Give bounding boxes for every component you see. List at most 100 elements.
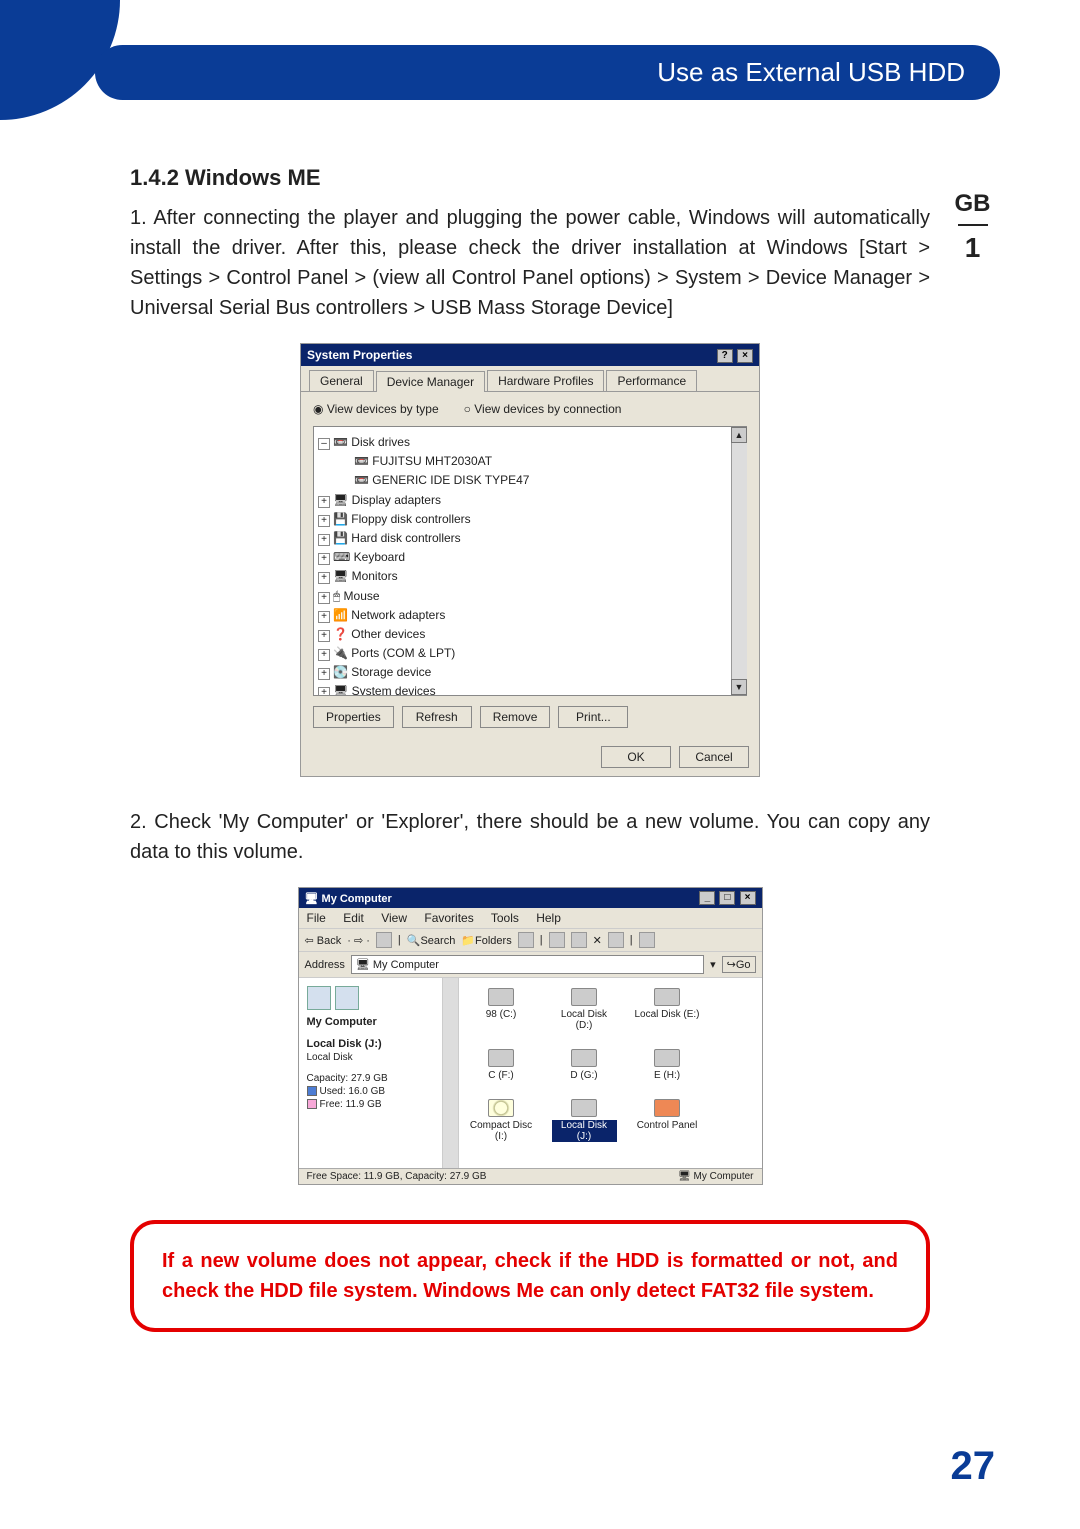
tab-hardware-profiles[interactable]: Hardware Profiles [487,370,604,391]
address-input[interactable]: 🖥 My Computer [351,955,704,974]
sel-drive: Local Disk (J:) [307,1038,450,1050]
page-number: 27 [951,1444,996,1489]
header-title: Use as External USB HDD [657,57,965,88]
tree-disk-drives[interactable]: Disk drives [351,435,410,449]
menu-tools[interactable]: Tools [491,911,519,925]
drive-j-selected[interactable]: Local Disk (J:) [552,1099,617,1142]
toolbar: ⇦ Back · ⇨ · | 🔍Search 📁Folders | ✕ | [299,928,762,952]
drive-e[interactable]: Local Disk (E:) [635,988,700,1031]
undo-icon[interactable] [608,932,624,948]
alert-box: If a new volume does not appear, check i… [130,1220,930,1332]
copy-icon[interactable] [571,932,587,948]
sel-capacity: Capacity: 27.9 GB [307,1073,450,1084]
drive-d[interactable]: Local Disk (D:) [552,988,617,1031]
tree-other[interactable]: Other devices [351,627,425,641]
folders-button[interactable]: 📁Folders [461,934,511,947]
address-label: Address [305,959,345,971]
up-icon[interactable] [376,932,392,948]
tabs: General Device Manager Hardware Profiles… [301,366,759,392]
refresh-button[interactable]: Refresh [402,706,472,728]
help-icon[interactable]: ? [717,349,733,363]
dialog-titlebar: System Properties ? × [301,344,759,366]
page: Use as External USB HDD GB 1 1.4.2 Windo… [0,0,1080,1529]
menu-file[interactable]: File [307,911,326,925]
move-icon[interactable] [549,932,565,948]
sel-used: Used: 16.0 GB [307,1086,450,1097]
menu-view[interactable]: View [381,911,407,925]
mycomp-drives: 98 (C:) Local Disk (D:) Local Disk (E:) … [459,978,762,1168]
ok-button[interactable]: OK [601,746,671,768]
radio-by-type-label: View devices by type [327,402,439,416]
minimize-icon[interactable]: _ [699,891,715,905]
drive-c[interactable]: 98 (C:) [469,988,534,1031]
status-right: 🖥 My Computer [678,1171,754,1182]
tree-button-row: Properties Refresh Remove Print... [313,706,747,728]
side-tab: GB 1 [945,190,1000,264]
tree-storage[interactable]: Storage device [351,665,431,679]
tree-monitors[interactable]: Monitors [352,569,398,583]
remove-button[interactable]: Remove [480,706,551,728]
tree-mouse[interactable]: Mouse [344,589,380,603]
tab-device-manager[interactable]: Device Manager [376,371,485,392]
mycomp-body: My Computer Local Disk (J:) Local Disk C… [299,978,762,1168]
section-title: 1.4.2 Windows ME [130,165,930,191]
radio-by-connection[interactable]: ○ View devices by connection [464,402,622,416]
radio-row: ◉ View devices by type ○ View devices by… [313,402,747,416]
tree-generic[interactable]: GENERIC IDE DISK TYPE47 [372,473,529,487]
back-button[interactable]: ⇦ Back [305,934,342,947]
alert-text: If a new volume does not appear, check i… [162,1246,898,1306]
tree-system[interactable]: System devices [352,684,436,696]
step-1-text: 1. After connecting the player and plugg… [130,203,930,323]
dialog-ok-row: OK Cancel [301,738,759,776]
radio-by-connection-label: View devices by connection [474,402,621,416]
menu-favorites[interactable]: Favorites [424,911,473,925]
tree-hdd[interactable]: Hard disk controllers [351,531,460,545]
scroll-up-icon[interactable]: ▲ [731,427,747,443]
tree-ports[interactable]: Ports (COM & LPT) [351,646,455,660]
device-tree[interactable]: –📼 Disk drives 📼 FUJITSU MHT2030AT 📼 GEN… [313,426,747,696]
menu-bar: File Edit View Favorites Tools Help [299,908,762,928]
tab-general[interactable]: General [309,370,374,391]
control-panel-icon[interactable]: Control Panel [635,1099,700,1142]
close-icon[interactable]: × [740,891,756,905]
tab-performance[interactable]: Performance [606,370,697,391]
left-scrollbar[interactable] [442,978,458,1168]
address-dropdown-icon[interactable]: ▾ [710,958,716,971]
side-lang: GB [945,190,1000,218]
search-button[interactable]: 🔍Search [407,934,456,947]
mycomp-left-title: My Computer [307,1016,450,1028]
mycomp-tb-buttons: _ □ × [698,891,755,905]
history-icon[interactable] [518,932,534,948]
header-bar: Use as External USB HDD [95,45,1000,100]
side-chapter: 1 [945,232,1000,264]
tree-fujitsu[interactable]: FUJITSU MHT2030AT [372,454,492,468]
scroll-down-icon[interactable]: ▼ [731,679,747,695]
titlebar-buttons: ? × [716,347,753,363]
drive-cd[interactable]: Compact Disc (I:) [469,1099,534,1142]
views-icon[interactable] [639,932,655,948]
properties-button[interactable]: Properties [313,706,394,728]
step-2-text: 2. Check 'My Computer' or 'Explorer', th… [130,807,930,867]
menu-edit[interactable]: Edit [343,911,364,925]
my-computer-window: 🖥 My Computer _ □ × File Edit View Favor… [298,887,763,1185]
drive-f[interactable]: C (F:) [469,1049,534,1081]
tree-floppy[interactable]: Floppy disk controllers [351,512,470,526]
mycomp-big-icon [307,986,450,1010]
close-icon[interactable]: × [737,349,753,363]
go-button[interactable]: ↪Go [722,956,756,973]
print-button[interactable]: Print... [558,706,628,728]
content: 1.4.2 Windows ME 1. After connecting the… [130,165,930,1332]
tree-network[interactable]: Network adapters [351,608,445,622]
tree-scrollbar[interactable]: ▲ ▼ [731,427,747,695]
drive-g[interactable]: D (G:) [552,1049,617,1081]
delete-icon[interactable]: ✕ [593,934,602,947]
mycomp-left-panel: My Computer Local Disk (J:) Local Disk C… [299,978,459,1168]
maximize-icon[interactable]: □ [719,891,735,905]
menu-help[interactable]: Help [536,911,561,925]
drive-h[interactable]: E (H:) [635,1049,700,1081]
tree-display[interactable]: Display adapters [352,493,441,507]
status-bar: Free Space: 11.9 GB, Capacity: 27.9 GB 🖥… [299,1168,762,1184]
tree-keyboard[interactable]: Keyboard [354,550,405,564]
radio-by-type[interactable]: ◉ View devices by type [313,402,439,416]
cancel-button[interactable]: Cancel [679,746,749,768]
